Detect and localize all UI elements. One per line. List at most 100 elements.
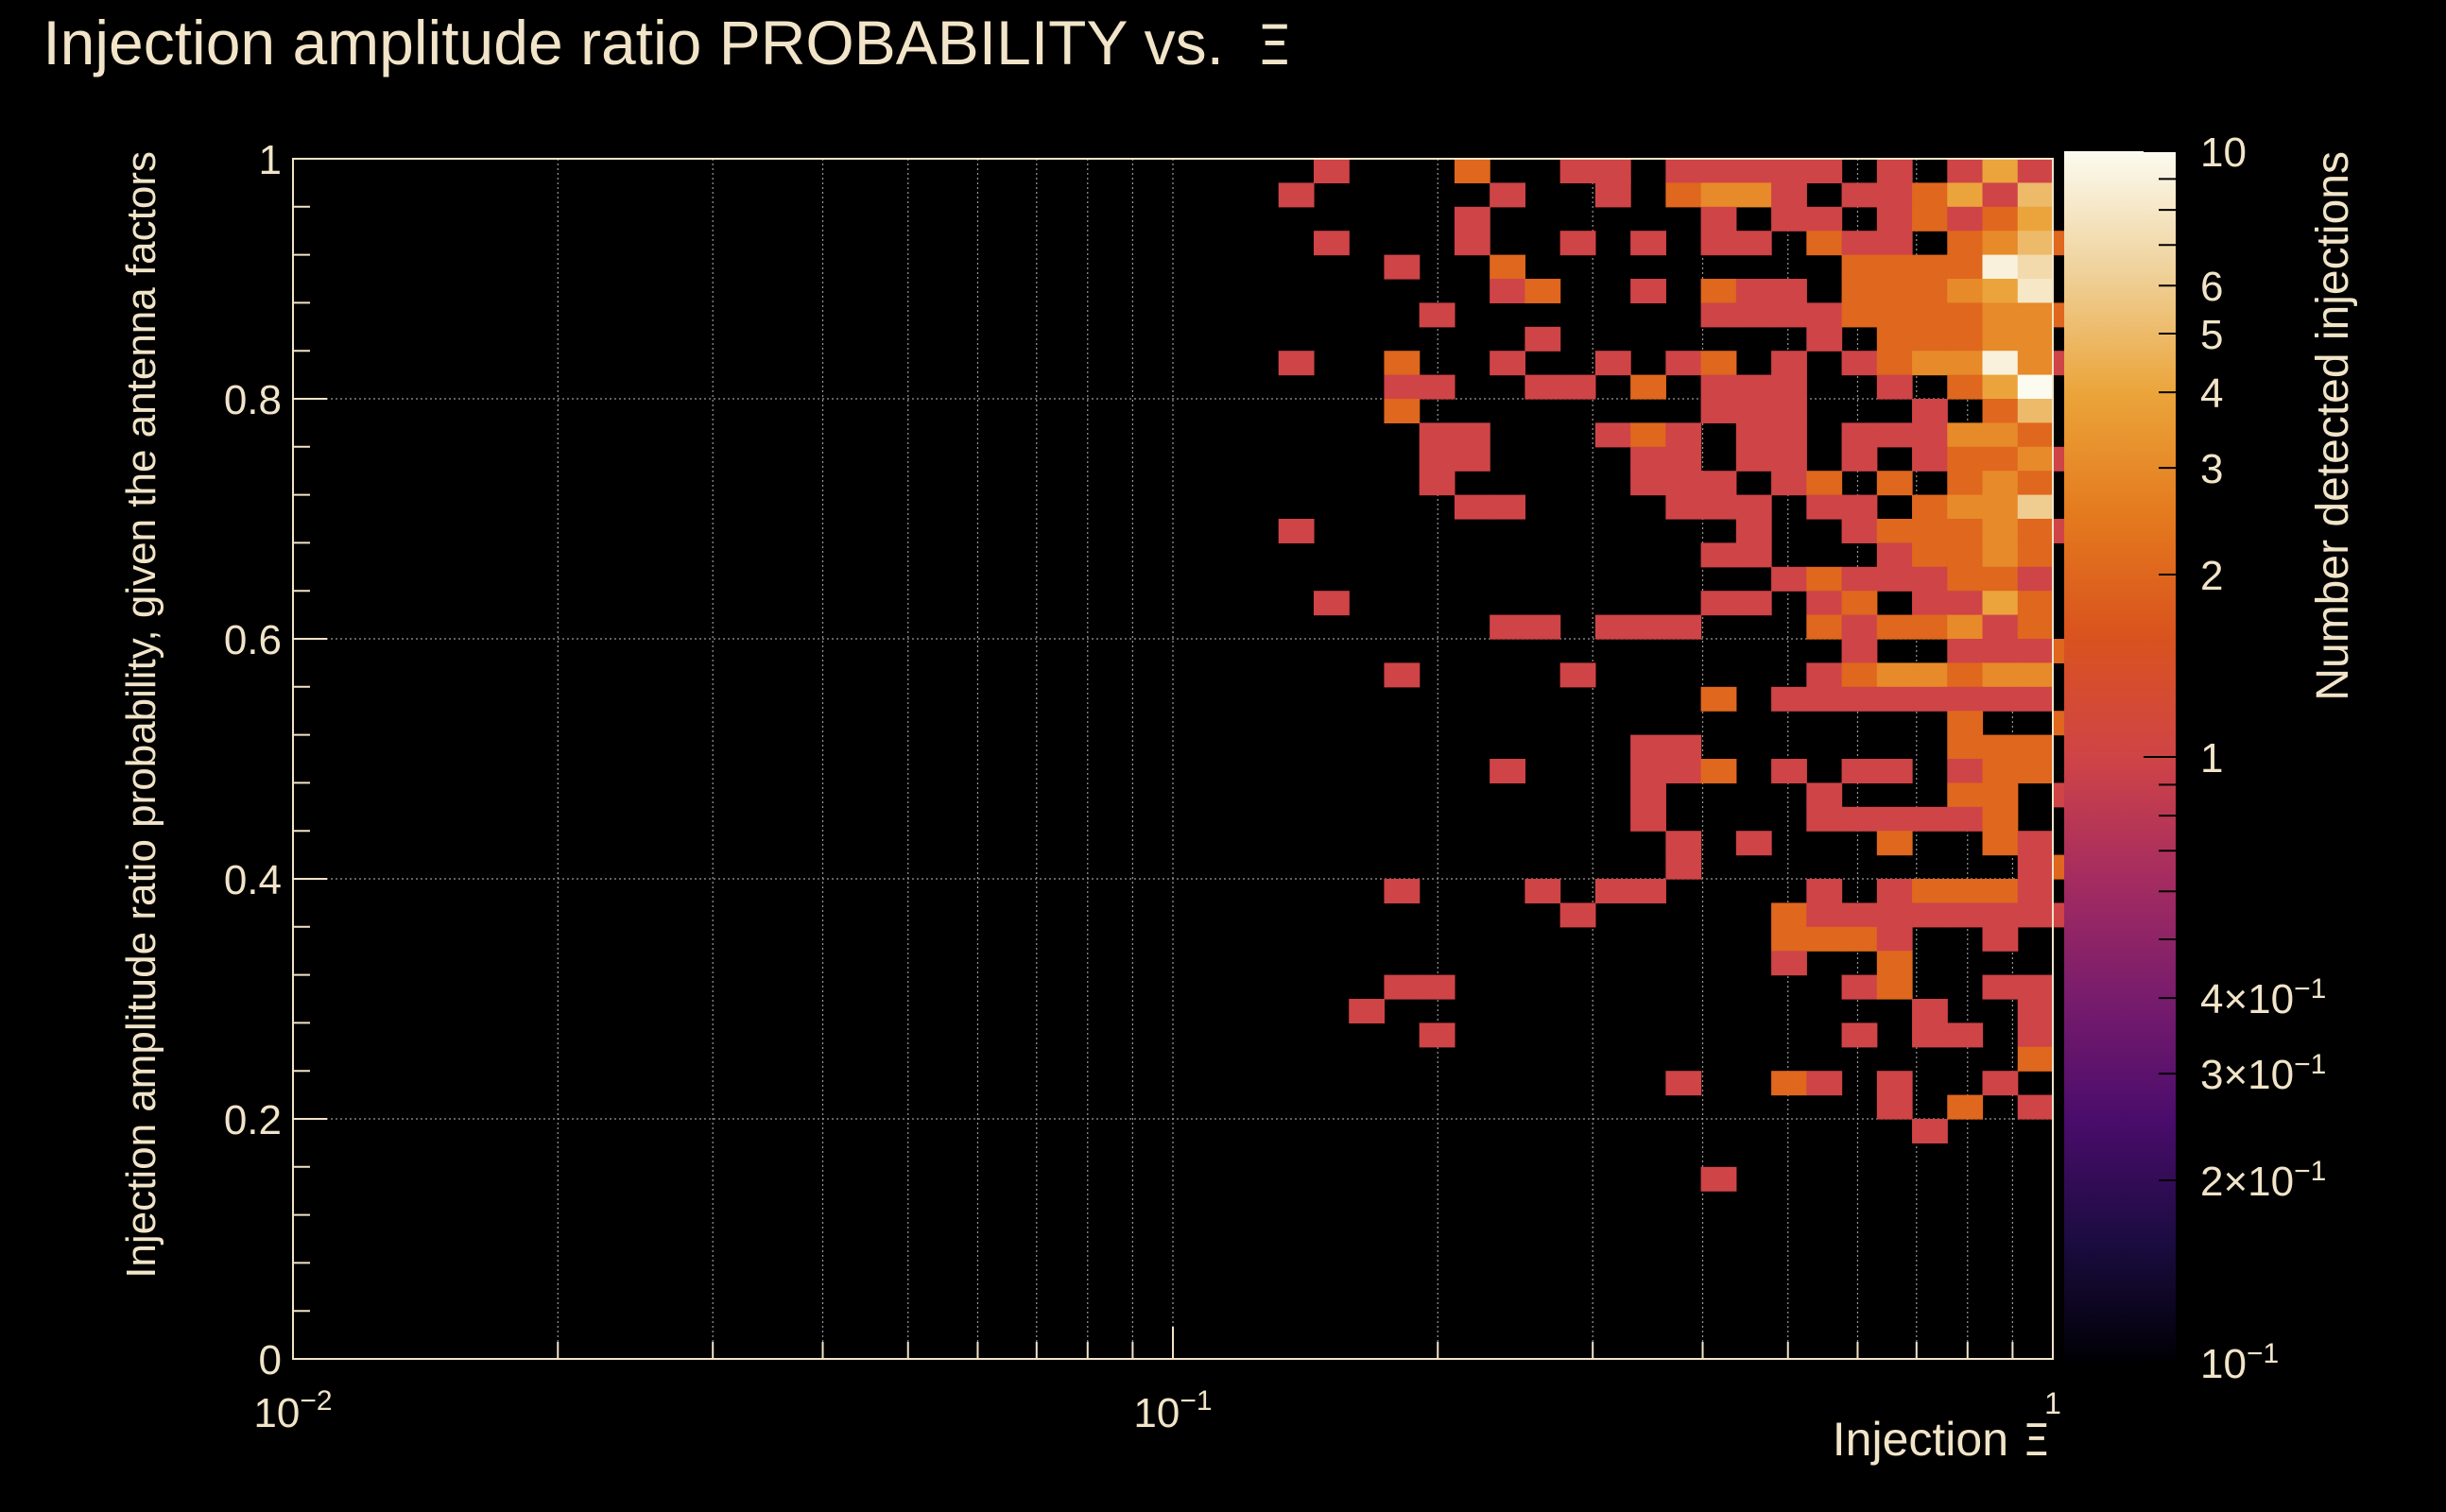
heatmap-cell: [1841, 279, 1878, 303]
heatmap-cell: [1665, 614, 1702, 640]
heatmap-cell: [1384, 974, 1421, 1000]
heatmap-cell: [1419, 1022, 1456, 1048]
heatmap-cell: [1982, 879, 2019, 903]
heatmap-cell: [1947, 639, 1984, 663]
heatmap-cell: [1384, 351, 1421, 376]
heatmap-cell: [1876, 159, 1913, 183]
heatmap-cell: [1982, 566, 2019, 592]
heatmap-cell: [1454, 494, 1490, 520]
heatmap-cell: [1630, 446, 1666, 472]
heatmap-cell: [1982, 206, 2019, 232]
heatmap-cell: [1947, 902, 1984, 928]
heatmap-cell: [1947, 422, 1984, 448]
heatmap-cell: [1982, 759, 2019, 783]
heatmap-cell: [1594, 351, 1631, 376]
heatmap-cell: [1947, 1022, 1984, 1048]
heatmap-cell: [1982, 159, 2019, 183]
heatmap-cell: [2017, 231, 2054, 256]
heatmap-cell: [1700, 231, 1737, 256]
y-tick-label: 0.2: [224, 1097, 282, 1143]
heatmap-cell: [1419, 302, 1456, 328]
heatmap-cell: [1947, 182, 1984, 208]
heatmap-cell: [1912, 542, 1948, 568]
heatmap-cell: [1912, 326, 1948, 352]
heatmap-cell: [1912, 662, 1948, 688]
heatmap-cell: [1947, 662, 1984, 688]
heatmap-cell: [1947, 566, 1984, 592]
heatmap-cell: [1947, 351, 1984, 376]
heatmap-cell: [1947, 446, 1984, 472]
heatmap-cell: [1594, 182, 1631, 208]
heatmap-cell: [1490, 254, 1525, 280]
heatmap-cell: [1876, 351, 1913, 376]
heatmap-cell: [1454, 422, 1490, 448]
heatmap-cell: [1947, 302, 1984, 328]
heatmap-cell: [1947, 879, 1984, 903]
heatmap-cell: [1735, 494, 1772, 520]
heatmap-cell: [1490, 351, 1525, 376]
heatmap-cell: [1876, 279, 1913, 303]
heatmap-cell: [1735, 159, 1772, 183]
heatmap-cell: [1349, 999, 1386, 1023]
heatmap-cell: [1771, 351, 1807, 376]
heatmap-cell: [1665, 734, 1702, 760]
heatmap-cell: [1876, 926, 1913, 952]
heatmap-cell: [1876, 374, 1913, 400]
heatmap-cell: [1735, 831, 1772, 856]
heatmap-cell: [2017, 1022, 2054, 1048]
heatmap-cell: [1876, 519, 1913, 543]
heatmap-cell: [1982, 302, 2019, 328]
heatmap-cell: [1700, 494, 1737, 520]
heatmap-cell: [1559, 662, 1596, 688]
heatmap-cell: [1490, 182, 1525, 208]
y-axis-title: Injection amplitude ratio probability, g…: [118, 151, 164, 1279]
heatmap-cell: [1841, 591, 1878, 616]
heatmap-cell: [2017, 519, 2054, 543]
heatmap-cell: [2017, 351, 2054, 376]
heatmap-cell: [1876, 182, 1913, 208]
heatmap-cell: [1947, 374, 1984, 400]
heatmap-cell: [1912, 686, 1948, 712]
heatmap-cell: [1524, 374, 1561, 400]
heatmap-cell: [1806, 302, 1843, 328]
heatmap-cell: [1982, 782, 2019, 808]
heatmap-cell: [1876, 806, 1913, 832]
heatmap-cell: [1947, 326, 1984, 352]
heatmap-cell: [2017, 494, 2054, 520]
heatmap-cell: [1947, 734, 1984, 760]
heatmap-cell: [1806, 662, 1843, 688]
heatmap-cell: [2017, 639, 2054, 663]
heatmap-cell: [1982, 902, 2019, 928]
heatmap-cell: [2017, 471, 2054, 496]
heatmap-cell: [1947, 782, 1984, 808]
heatmap-cell: [1700, 159, 1737, 183]
colorbar-tick-label: 10−1: [2200, 1338, 2279, 1387]
heatmap-cell: [1912, 1119, 1948, 1143]
heatmap-cell: [1841, 926, 1878, 952]
heatmap-cell: [1806, 231, 1843, 256]
heatmap-cell: [1982, 591, 2019, 616]
heatmap-cell: [1982, 446, 2019, 472]
heatmap-cell: [1841, 686, 1878, 712]
heatmap-cell: [2017, 326, 2054, 352]
heatmap-cell: [1947, 494, 1984, 520]
heatmap-cell: [1876, 206, 1913, 232]
heatmap-cell: [1490, 279, 1525, 303]
heatmap-cell: [1947, 1094, 1984, 1120]
heatmap-cell: [1912, 519, 1948, 543]
heatmap-cell: [1490, 759, 1525, 783]
heatmap-cell: [1630, 279, 1666, 303]
colorbar-ticks: [2144, 150, 2176, 1364]
heatmap-cell: [1947, 806, 1984, 832]
heatmap-cell: [1594, 879, 1631, 903]
heatmap-cell: [1841, 614, 1878, 640]
heatmap-cell: [2017, 159, 2054, 183]
heatmap-cell: [1876, 951, 1913, 976]
heatmap-cell: [1278, 519, 1315, 543]
heatmap-cell: [1490, 614, 1525, 640]
heatmap-cell: [1735, 182, 1772, 208]
heatmap-cell: [2017, 399, 2054, 423]
heatmap-cell: [1806, 159, 1843, 183]
heatmap-cell: [1841, 446, 1878, 472]
y-tick-label: 0.4: [224, 857, 282, 903]
